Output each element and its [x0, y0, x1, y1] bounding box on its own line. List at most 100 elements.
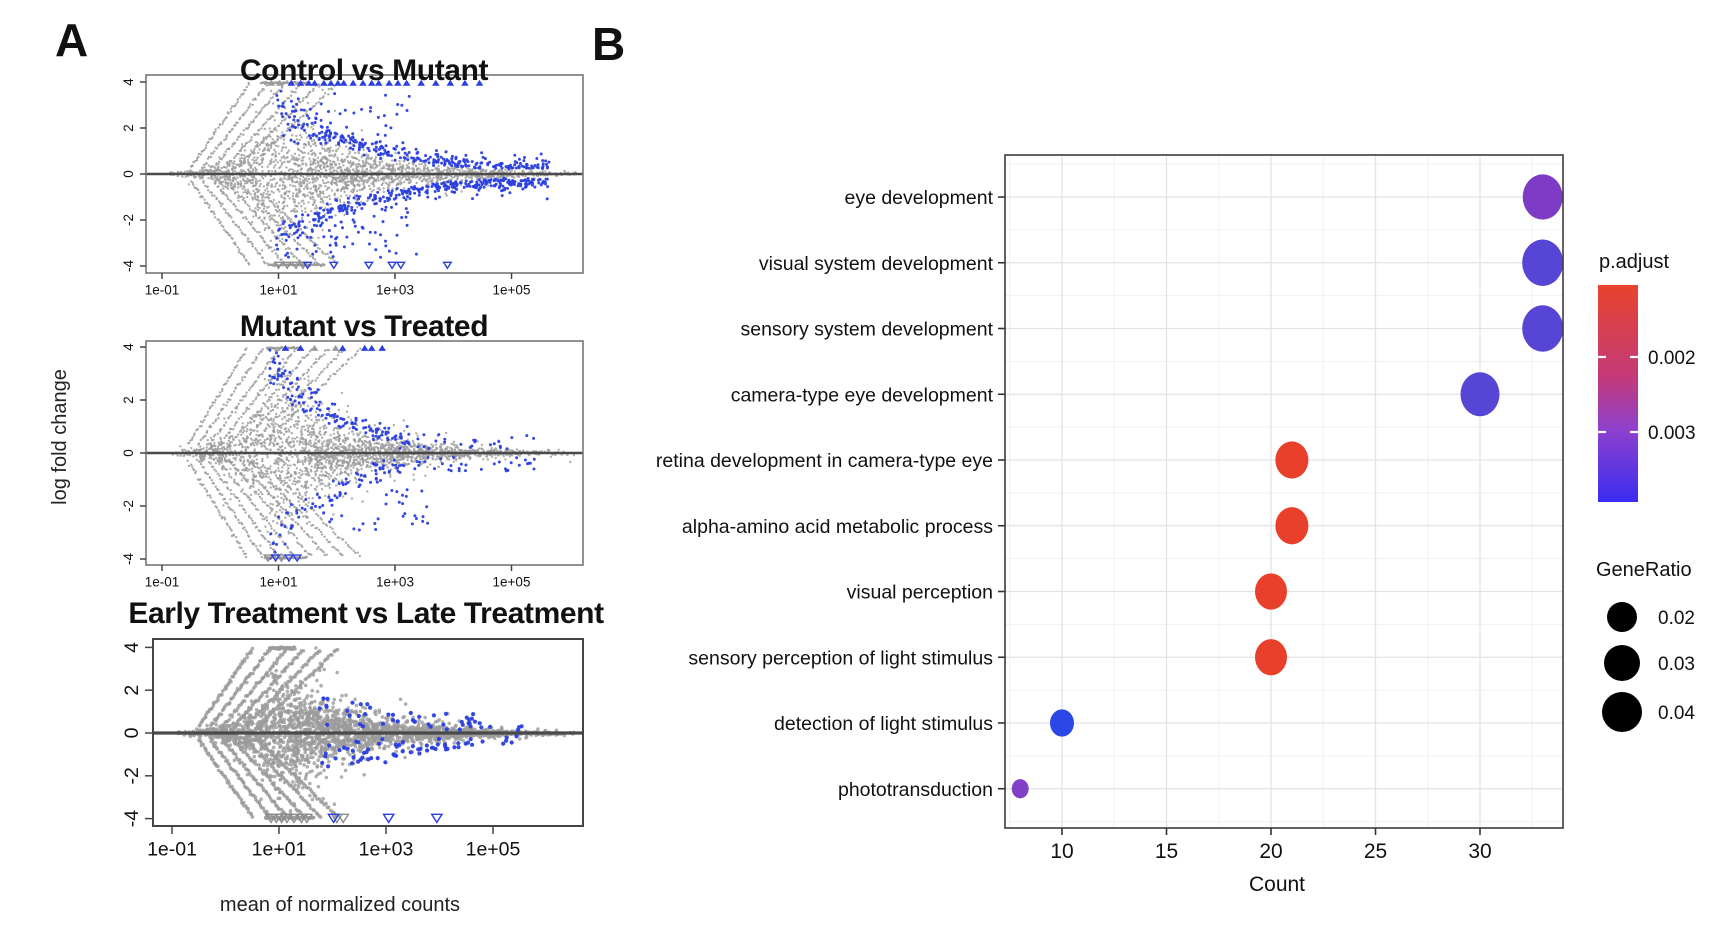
generatio-legend-title: GeneRatio — [1596, 559, 1692, 581]
x-tick-label: 1e+05 — [493, 575, 531, 590]
clipped-point-triangle — [394, 79, 402, 86]
x-tick-label: 1e+03 — [376, 575, 414, 590]
go-term-bubble — [1255, 639, 1287, 676]
go-term-bubble — [1460, 372, 1500, 417]
generatio-size-label: 0.02 — [1658, 608, 1695, 629]
clipped-point-triangle — [296, 344, 305, 351]
y-tick-label: 4 — [121, 642, 143, 653]
padjust-legend-title: p.adjust — [1599, 251, 1669, 273]
clipped-point-triangle — [334, 79, 342, 86]
ma3-title: Early Treatment vs Late Treatment — [128, 597, 604, 630]
y-tick-label: -2 — [121, 214, 136, 226]
clipped-point-triangle — [387, 261, 398, 270]
go-term-bubble — [1275, 441, 1309, 479]
clipped-point-triangle — [287, 813, 301, 824]
category-label: eye development — [844, 187, 993, 209]
x-tick-label: 1e+05 — [466, 839, 521, 861]
clipped-point-triangle — [338, 344, 347, 351]
y-tick-label: -4 — [121, 810, 143, 827]
category-label: alpha-amino acid metabolic process — [682, 516, 993, 538]
y-tick-label: -2 — [121, 767, 143, 784]
clipped-point-triangle — [378, 344, 386, 351]
y-tick-label: 0 — [121, 449, 136, 457]
x-tick-label: 1e+01 — [252, 839, 307, 861]
clipped-point-triangle — [302, 261, 313, 270]
panel-background — [1005, 155, 1563, 828]
category-label: visual system development — [759, 253, 994, 275]
clipped-point-triangle — [275, 79, 284, 86]
clipped-point-triangle — [475, 79, 484, 86]
clipped-point-triangle — [446, 79, 455, 86]
clipped-point-triangle — [385, 79, 393, 86]
clipped-point-triangle — [363, 261, 374, 270]
clipped-point-triangle — [281, 344, 290, 351]
clipped-point-triangle — [359, 79, 367, 86]
x-tick-label: 1e+03 — [376, 283, 414, 298]
x-tick-label: 1e+05 — [493, 283, 531, 298]
category-label: camera-type eye development — [731, 384, 994, 406]
x-tick-label: 1e+03 — [359, 839, 414, 861]
clipped-point-triangle — [382, 813, 396, 824]
padjust-colorbar — [1598, 285, 1638, 502]
count-tick-label: 25 — [1364, 840, 1387, 863]
y-tick-label: -2 — [121, 500, 136, 512]
count-tick-label: 20 — [1259, 840, 1282, 863]
ma1-title: Control vs Mutant — [240, 54, 489, 87]
clipped-point-triangle — [328, 261, 339, 270]
clipped-point-triangle — [267, 79, 276, 86]
go-term-bubble — [1255, 573, 1287, 610]
clipped-point-triangle — [417, 79, 425, 86]
clipped-point-triangle — [395, 261, 406, 270]
clipped-point-triangle — [336, 813, 350, 824]
y-tick-label: 2 — [121, 685, 143, 696]
clipped-point-triangle — [305, 79, 313, 86]
clipped-point-triangle — [331, 344, 340, 351]
ma2-title: Mutant vs Treated — [240, 310, 488, 343]
clipped-point-triangle — [432, 79, 440, 86]
y-tick-label: 2 — [121, 396, 136, 404]
clipped-point-triangle — [283, 554, 295, 563]
category-label: sensory system development — [740, 319, 993, 341]
clipped-point-triangle — [276, 554, 287, 563]
generatio-size-swatch — [1602, 692, 1642, 732]
category-label: detection of light stimulus — [774, 713, 993, 735]
category-label: phototransduction — [838, 779, 993, 801]
clipped-point-triangle — [320, 79, 328, 86]
ma-x-axis-label: mean of normalized counts — [220, 894, 460, 916]
y-tick-label: 0 — [121, 727, 143, 738]
panel-a-label: A — [55, 14, 88, 66]
ma-plot-mutant-vs-treated: 1e-01 1e+01 1e+03 1e+05 -4 -2 0 2 4 — [121, 340, 584, 590]
padjust-tick-label: 0.003 — [1648, 423, 1696, 444]
clipped-point-triangle — [282, 261, 293, 270]
clipped-point-triangle — [296, 79, 305, 86]
y-tick-label: 4 — [121, 78, 136, 86]
clipped-point-triangle — [349, 79, 357, 86]
generatio-size-swatch — [1607, 602, 1637, 632]
clipped-point-triangle — [402, 79, 411, 86]
clipped-point-triangle — [300, 813, 314, 824]
y-tick-label: 4 — [121, 343, 136, 351]
clipped-point-triangle — [430, 813, 444, 824]
x-tick-label: 1e+01 — [260, 283, 298, 298]
generatio-size-label: 0.03 — [1658, 654, 1695, 675]
clipped-point-triangle — [262, 554, 274, 563]
y-tick-label: 0 — [121, 170, 136, 178]
count-tick-label: 15 — [1155, 840, 1178, 863]
clipped-point-triangle — [339, 79, 348, 86]
go-term-bubble — [1522, 239, 1564, 286]
clipped-point-triangle — [442, 261, 453, 270]
count-tick-label: 10 — [1050, 840, 1073, 863]
y-tick-label: -4 — [121, 553, 136, 565]
generatio-size-swatch — [1604, 645, 1640, 681]
category-label: visual perception — [847, 582, 993, 604]
panel-b-label: B — [592, 18, 625, 70]
clipped-point-triangle — [367, 344, 376, 351]
go-term-bubble — [1011, 779, 1029, 799]
dotplot-x-axis-label: Count — [1249, 873, 1305, 896]
ma-plot-control-vs-mutant: 1e-01 1e+01 1e+03 1e+05 -4 -2 0 2 4 — [121, 74, 584, 298]
x-tick-label: 1e+01 — [260, 575, 298, 590]
y-tick-label: 2 — [121, 124, 136, 132]
clipped-point-triangle — [360, 344, 369, 351]
